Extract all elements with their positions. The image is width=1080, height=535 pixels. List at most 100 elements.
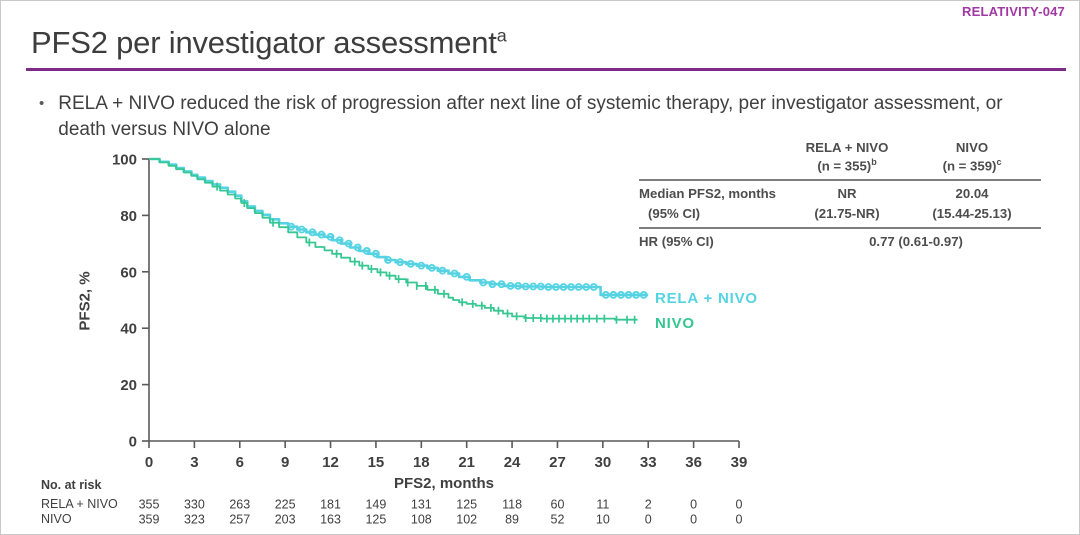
censor-mark-rela-nivo	[488, 280, 497, 289]
censor-mark-rela-nivo	[335, 236, 344, 245]
censor-mark-rela-nivo	[529, 282, 538, 291]
ci-nivo-value: (15.44-25.13)	[932, 205, 1012, 221]
censor-mark-rela-nivo	[552, 283, 560, 291]
column-header-nivo-name: NIVO	[955, 140, 989, 155]
bullet-text: RELA + NIVO reduced the risk of progress…	[58, 93, 1003, 140]
risk-table-title: No. at risk	[41, 478, 102, 492]
risk-count: 125	[365, 513, 386, 527]
risk-count: 108	[411, 513, 432, 527]
risk-count: 203	[275, 513, 296, 527]
y-tick-label: 0	[129, 434, 137, 451]
page-title-text: PFS2 per investigator assessment	[31, 25, 497, 60]
series-label-rela-nivo: RELA + NIVO	[655, 290, 758, 307]
bullet-icon: •	[39, 95, 45, 112]
column-header-nivo: NIVO (n = 359)c	[903, 140, 1041, 174]
title-divider	[26, 68, 1066, 71]
nivo-footnote-mark: c	[996, 156, 1002, 167]
censor-mark-rela-nivo	[287, 222, 296, 231]
censor-mark-rela-nivo	[559, 283, 568, 291]
risk-count: 163	[320, 513, 341, 527]
x-tick-label: 24	[504, 454, 521, 471]
x-tick-label: 9	[281, 454, 289, 471]
censor-mark-rela-nivo	[317, 230, 326, 239]
y-tick-label: 80	[120, 208, 137, 225]
rela-nivo-n-text: (n = 355)	[817, 157, 872, 173]
censor-mark-rela-nivo	[624, 291, 633, 299]
x-tick-label: 33	[640, 454, 657, 471]
title-superscript: a	[496, 25, 507, 46]
censor-mark-rela-nivo	[462, 272, 471, 281]
page-title: PFS2 per investigator assessmenta	[31, 25, 507, 61]
km-curve-rela-nivo	[149, 157, 649, 297]
risk-count: 355	[139, 498, 160, 512]
series-label-nivo: NIVO	[655, 315, 695, 332]
risk-count: 131	[411, 498, 432, 512]
risk-count: 2	[645, 498, 652, 512]
x-tick-label: 21	[458, 454, 475, 471]
censor-mark-rela-nivo	[574, 283, 583, 291]
x-tick-label: 30	[595, 454, 612, 471]
median-rela-nivo-value: NR	[837, 186, 857, 202]
risk-count: 10	[596, 513, 610, 527]
censor-mark-rela-nivo	[417, 261, 426, 270]
km-curve-nivo	[149, 158, 638, 321]
x-tick-label: 0	[145, 454, 153, 471]
risk-count: 89	[505, 513, 519, 527]
rela-nivo-footnote-mark: b	[871, 156, 877, 167]
x-tick-label: 6	[236, 454, 244, 471]
risk-count: 330	[184, 498, 205, 512]
risk-count: 0	[645, 513, 652, 527]
risk-count: 11	[596, 498, 609, 512]
censor-mark-rela-nivo	[506, 281, 515, 290]
y-tick-label: 40	[120, 321, 137, 338]
x-tick-label: 12	[322, 454, 339, 471]
x-tick-label: 3	[190, 454, 198, 471]
risk-count: 125	[456, 498, 477, 512]
x-tick-label: 18	[413, 454, 430, 471]
hr-value: 0.77 (0.61-0.97)	[869, 234, 963, 250]
y-axis-title: PFS2, %	[76, 271, 94, 331]
censor-mark-rela-nivo	[396, 258, 405, 267]
censor-mark-rela-nivo	[326, 232, 335, 241]
censor-mark-rela-nivo	[601, 291, 610, 299]
x-tick-label: 39	[731, 454, 748, 471]
risk-count: 0	[736, 513, 743, 527]
censor-mark-rela-nivo	[438, 266, 447, 275]
median-nivo-value: 20.04	[955, 186, 989, 202]
y-tick-label: 20	[120, 377, 137, 394]
censor-mark-rela-nivo	[427, 263, 436, 272]
censor-mark-rela-nivo	[372, 249, 380, 258]
ci-rela-nivo-value: (21.75-NR)	[814, 205, 880, 221]
x-tick-label: 36	[685, 454, 702, 471]
summary-table: RELA + NIVO (n = 355)b NIVO (n = 359)c M…	[639, 140, 1041, 251]
hr-row-label: HR (95% CI)	[639, 234, 714, 250]
censor-mark-rela-nivo	[639, 291, 648, 299]
risk-count: 0	[690, 498, 697, 512]
censor-mark-rela-nivo	[514, 281, 523, 290]
censor-mark-rela-nivo	[308, 228, 317, 237]
summary-table-header-spacer	[639, 140, 791, 174]
risk-count: 118	[502, 498, 522, 512]
hr-row: HR (95% CI) 0.77 (0.61-0.97)	[639, 229, 1041, 251]
risk-count: 0	[690, 513, 697, 527]
x-tick-label: 15	[368, 454, 385, 471]
censor-mark-rela-nivo	[497, 280, 506, 289]
column-header-nivo-n: (n = 359)c	[903, 157, 1041, 175]
risk-count: 323	[184, 513, 205, 527]
risk-count: 225	[275, 498, 296, 512]
censor-mark-rela-nivo	[544, 283, 553, 291]
risk-count: 149	[365, 498, 386, 512]
y-tick-label: 100	[112, 152, 137, 169]
risk-row-label-nivo: NIVO	[41, 512, 72, 526]
censor-mark-rela-nivo	[384, 256, 392, 264]
risk-count: 0	[736, 498, 743, 512]
censor-mark-rela-nivo	[609, 291, 618, 299]
x-tick-label: 27	[549, 454, 566, 471]
censor-mark-rela-nivo	[297, 225, 306, 234]
risk-count: 102	[456, 513, 477, 527]
censor-mark-rela-nivo	[450, 269, 459, 278]
censor-mark-rela-nivo	[567, 283, 575, 291]
censor-mark-rela-nivo	[536, 282, 545, 291]
